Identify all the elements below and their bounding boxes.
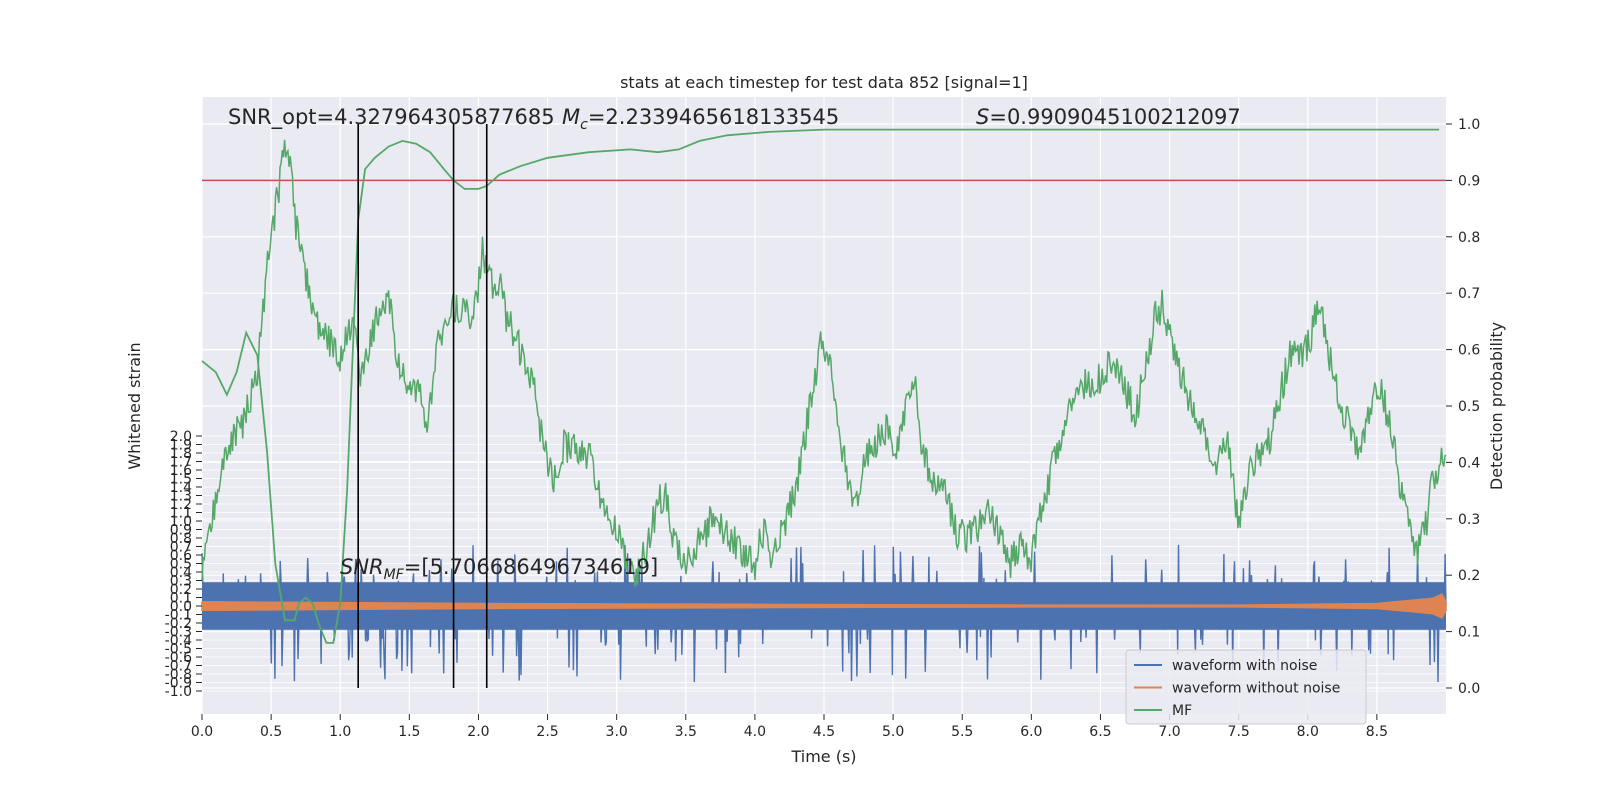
right-tick-label: 0.6 [1458,343,1480,359]
left-tick-label: -0.7 [165,659,192,675]
y-axis-label-right: Detection probability [1487,322,1506,490]
series-mf-trace [201,139,1447,587]
right-tick-label: 0.4 [1458,455,1480,471]
x-tick-label: 8.0 [1297,724,1319,740]
left-tick-label: -0.6 [165,650,192,666]
left-tick-label: 1.0 [170,514,192,530]
left-tick-label: 1.9 [170,438,192,454]
series-mf [201,128,1440,644]
x-tick-label: 0.5 [260,724,282,740]
x-tick-label: 2.5 [536,724,558,740]
right-tick-label: 0.7 [1458,286,1480,302]
left-tick-label: 1.2 [170,497,192,513]
x-tick-label: 3.0 [606,724,628,740]
annotation-snr-opt: SNR_opt=4.327964305877685 [228,105,555,130]
left-tick-label: 0.1 [170,591,192,607]
annotation-mc: Mc=2.2339465618133545 [562,105,839,133]
x-tick-label: 1.5 [398,724,420,740]
left-tick-label: -0.1 [165,608,192,624]
x-tick-label: 6.5 [1089,724,1111,740]
legend-label: MF [1172,703,1192,719]
y-axis-label-left: Whitened strain [125,342,144,469]
left-tick-label: -0.3 [165,625,192,641]
annotation-s: S=0.9909045100212097 [976,105,1241,129]
right-tick-label: 0.5 [1458,399,1480,415]
left-tick-label: -0.5 [165,642,192,658]
x-tick-label: 2.0 [467,724,489,740]
right-tick-label: 0.2 [1458,568,1480,584]
legend: waveform with noise waveform without nois… [1125,649,1367,725]
x-tick-label: 5.0 [882,724,904,740]
legend-label: waveform with noise [1172,658,1317,674]
left-tick-label: 1.7 [170,455,192,471]
x-tick-label: 7.0 [1158,724,1180,740]
x-tick-label: 6.0 [1020,724,1042,740]
right-tick-label: 1.0 [1458,117,1480,133]
axes: 0.0 0.5 1.0 1.5 2.0 2.5 3.0 3.5 4.0 4.5 5.0 5.5 6.0 6… [165,117,1481,740]
left-tick-label: 0.9 [170,523,192,539]
grid [201,97,1446,714]
left-tick-label: 0.3 [170,574,192,590]
x-tick-label: 8.5 [1366,724,1388,740]
chart-marks [201,124,1447,688]
x-tick-label: 7.5 [1228,724,1250,740]
legend-label: waveform without noise [1172,681,1340,697]
series-waveform-with-noise [201,544,1447,683]
left-tick-label: -0.2 [165,616,192,632]
left-tick-label: -0.9 [165,676,192,692]
left-tick-label: -0.4 [165,633,192,649]
x-tick-label: 0.0 [191,724,213,740]
right-tick-label: 0.0 [1458,681,1480,697]
legend-box [1125,649,1367,725]
right-tick-label: 0.9 [1458,173,1480,189]
annotation-snr-mf: SNRMF=[5.706686496734619] [340,555,658,583]
left-tick-label: 1.5 [170,472,192,488]
right-tick-label: 0.1 [1458,625,1480,641]
left-tick-label: 1.8 [170,446,192,462]
x-tick-label: 1.0 [329,724,351,740]
x-tick-label: 5.5 [951,724,973,740]
x-tick-label: 3.5 [675,724,697,740]
left-tick-label: 1.3 [170,489,192,505]
left-tick-label: 1.6 [170,463,192,479]
left-tick-label: 0.2 [170,582,192,598]
left-tick-label: 0.0 [170,599,192,615]
left-tick-label: 2.0 [170,429,192,445]
left-tick-label: 0.6 [170,548,192,564]
chart-title: stats at each timestep for test data 852… [620,73,1028,92]
left-tick-label: -1.0 [165,684,192,700]
series-waveform-without-noise [201,593,1447,619]
left-tick-label: 1.1 [170,506,192,522]
x-tick-label: 4.5 [813,724,835,740]
left-tick-label: 0.5 [170,557,192,573]
left-tick-label: -0.8 [165,667,192,683]
right-tick-label: 0.3 [1458,512,1480,528]
x-axis-label: Time (s) [790,747,856,766]
left-tick-label: 1.4 [170,480,192,496]
left-tick-label: 0.7 [170,540,192,556]
right-tick-label: 0.8 [1458,230,1480,246]
left-tick-label: 0.4 [170,565,192,581]
x-tick-label: 4.0 [744,724,766,740]
left-tick-label: 0.8 [170,531,192,547]
